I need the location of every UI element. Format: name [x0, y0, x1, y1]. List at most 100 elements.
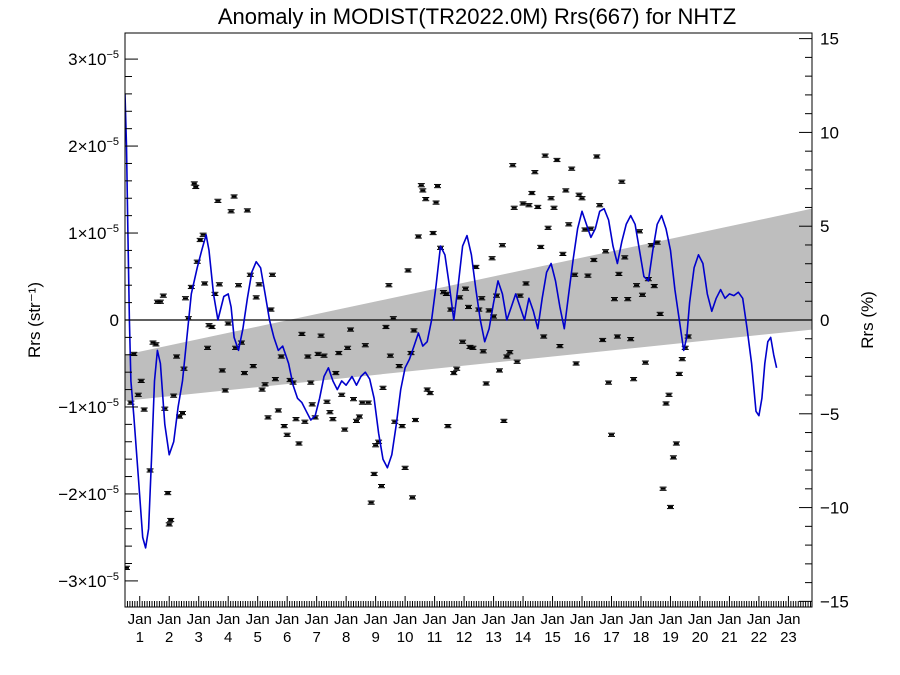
data-point [513, 359, 521, 364]
point-marker [685, 335, 691, 338]
x-tick-label-month: Jan [334, 611, 358, 628]
point-marker [293, 418, 299, 421]
x-tick-label-year: 8 [342, 629, 350, 646]
point-marker [365, 401, 371, 404]
data-point [488, 256, 496, 261]
data-point [498, 243, 506, 248]
data-point [575, 192, 583, 197]
data-point [559, 251, 567, 257]
point-marker [504, 355, 510, 358]
point-marker [572, 273, 578, 276]
data-point [227, 209, 235, 214]
point-marker [333, 372, 339, 375]
point-marker [489, 257, 495, 260]
data-point [500, 418, 508, 423]
data-point [408, 495, 416, 500]
point-marker [501, 419, 507, 422]
x-tick-label-month: Jan [393, 611, 417, 628]
data-point [352, 418, 360, 423]
data-point [578, 196, 586, 201]
data-point [553, 157, 561, 163]
data-point [453, 366, 461, 371]
data-point [608, 432, 616, 437]
data-point [215, 282, 223, 287]
point-marker [268, 308, 274, 311]
x-tick-label-year: 14 [515, 629, 532, 646]
point-marker [165, 492, 171, 495]
point-marker [566, 223, 572, 226]
data-point [137, 378, 145, 383]
data-point [659, 486, 667, 491]
point-marker [628, 338, 634, 341]
point-marker [507, 351, 513, 354]
data-point [450, 370, 458, 376]
data-point [382, 324, 390, 330]
point-marker [551, 206, 557, 209]
data-point [258, 387, 266, 392]
data-point [292, 417, 300, 422]
data-point [264, 415, 272, 420]
x-tick-label-month: Jan [481, 611, 505, 628]
point-marker [542, 154, 548, 157]
x-tick-label-year: 17 [603, 629, 620, 646]
point-marker [415, 235, 421, 238]
point-marker [483, 382, 489, 385]
point-marker [541, 335, 547, 338]
x-tick-label-year: 11 [427, 629, 443, 646]
data-point [525, 203, 533, 208]
data-point [615, 271, 623, 277]
data-point [662, 401, 670, 406]
data-point [621, 255, 629, 260]
data-point [307, 380, 315, 385]
point-marker [496, 369, 502, 372]
data-point [478, 296, 486, 301]
point-marker [342, 428, 348, 431]
point-marker [427, 392, 433, 395]
point-marker [131, 352, 137, 355]
data-point [237, 340, 245, 345]
point-marker [460, 340, 466, 343]
point-marker [511, 206, 517, 209]
point-marker [356, 415, 362, 418]
data-point [344, 345, 352, 350]
point-marker [205, 346, 211, 349]
data-point [596, 203, 604, 208]
point-marker [135, 393, 141, 396]
data-point [672, 441, 680, 446]
point-marker [560, 252, 566, 255]
x-tick-label-month: Jan [629, 611, 653, 628]
data-point [528, 190, 536, 196]
point-marker [236, 284, 242, 287]
point-marker [597, 204, 603, 207]
data-point [419, 188, 427, 193]
chart-title: Anomaly in MODIST(TR2022.0M) Rrs(667) fo… [218, 4, 736, 29]
point-marker [554, 158, 560, 161]
point-marker [390, 317, 396, 320]
x-tick-label-month: Jan [658, 611, 682, 628]
data-point [308, 402, 316, 407]
x-tick-label-year: 12 [456, 629, 473, 646]
point-marker [305, 355, 311, 358]
data-point [218, 368, 226, 373]
data-point [338, 392, 346, 397]
data-point [295, 441, 303, 446]
x-tick-label-month: Jan [570, 611, 594, 628]
data-point [341, 427, 349, 432]
point-marker [253, 296, 259, 299]
point-marker [348, 328, 354, 331]
x-tick-label-year: 21 [721, 629, 738, 646]
point-marker [162, 407, 168, 410]
point-marker [430, 232, 436, 235]
x-tick-label-year: 5 [254, 629, 262, 646]
point-marker [631, 378, 637, 381]
x-tick-label-year: 7 [312, 629, 320, 646]
data-point [329, 417, 337, 422]
point-marker [654, 241, 660, 244]
data-point [240, 370, 248, 376]
point-marker [443, 292, 449, 295]
point-marker [168, 519, 174, 522]
point-marker [321, 354, 327, 357]
point-marker [523, 282, 529, 285]
point-marker [639, 293, 645, 296]
point-marker [454, 367, 460, 370]
